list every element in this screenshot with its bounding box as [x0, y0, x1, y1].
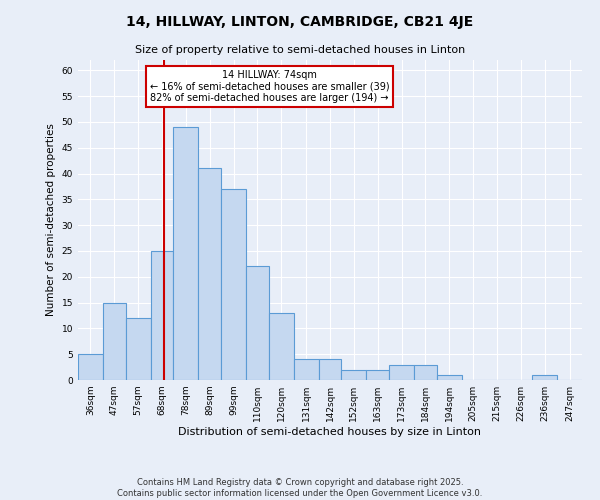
Text: 14, HILLWAY, LINTON, CAMBRIDGE, CB21 4JE: 14, HILLWAY, LINTON, CAMBRIDGE, CB21 4JE	[127, 15, 473, 29]
Bar	[367, 370, 389, 380]
Bar	[173, 127, 199, 380]
Bar	[221, 189, 246, 380]
Bar	[414, 364, 437, 380]
Bar	[269, 313, 293, 380]
Bar	[293, 360, 319, 380]
Bar	[199, 168, 221, 380]
Text: 14 HILLWAY: 74sqm
← 16% of semi-detached houses are smaller (39)
82% of semi-det: 14 HILLWAY: 74sqm ← 16% of semi-detached…	[150, 70, 389, 103]
Bar	[246, 266, 269, 380]
Bar	[125, 318, 151, 380]
Bar	[389, 364, 414, 380]
X-axis label: Distribution of semi-detached houses by size in Linton: Distribution of semi-detached houses by …	[179, 427, 482, 437]
Text: Size of property relative to semi-detached houses in Linton: Size of property relative to semi-detach…	[135, 45, 465, 55]
Bar	[437, 375, 461, 380]
Text: Contains HM Land Registry data © Crown copyright and database right 2025.
Contai: Contains HM Land Registry data © Crown c…	[118, 478, 482, 498]
Bar	[103, 302, 125, 380]
Bar	[319, 360, 341, 380]
Y-axis label: Number of semi-detached properties: Number of semi-detached properties	[46, 124, 56, 316]
Bar	[151, 251, 173, 380]
Bar	[78, 354, 103, 380]
Bar	[532, 375, 557, 380]
Bar	[341, 370, 367, 380]
